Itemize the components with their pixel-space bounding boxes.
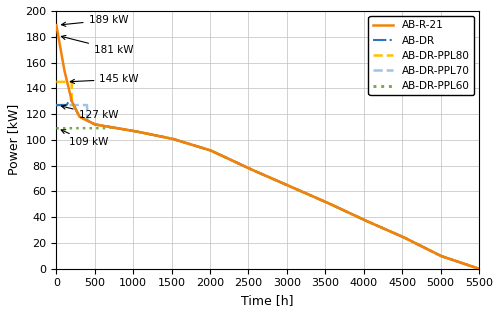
Text: 181 kW: 181 kW [62,35,134,55]
Text: 189 kW: 189 kW [62,15,128,26]
Y-axis label: Power [kW]: Power [kW] [7,104,20,176]
Text: 145 kW: 145 kW [70,74,139,84]
Legend: AB-R-21, AB-DR, AB-DR-PPL80, AB-DR-PPL70, AB-DR-PPL60: AB-R-21, AB-DR, AB-DR-PPL80, AB-DR-PPL70… [368,16,474,95]
Text: 109 kW: 109 kW [61,130,109,148]
Text: 127 kW: 127 kW [62,105,118,120]
X-axis label: Time [h]: Time [h] [242,294,294,307]
